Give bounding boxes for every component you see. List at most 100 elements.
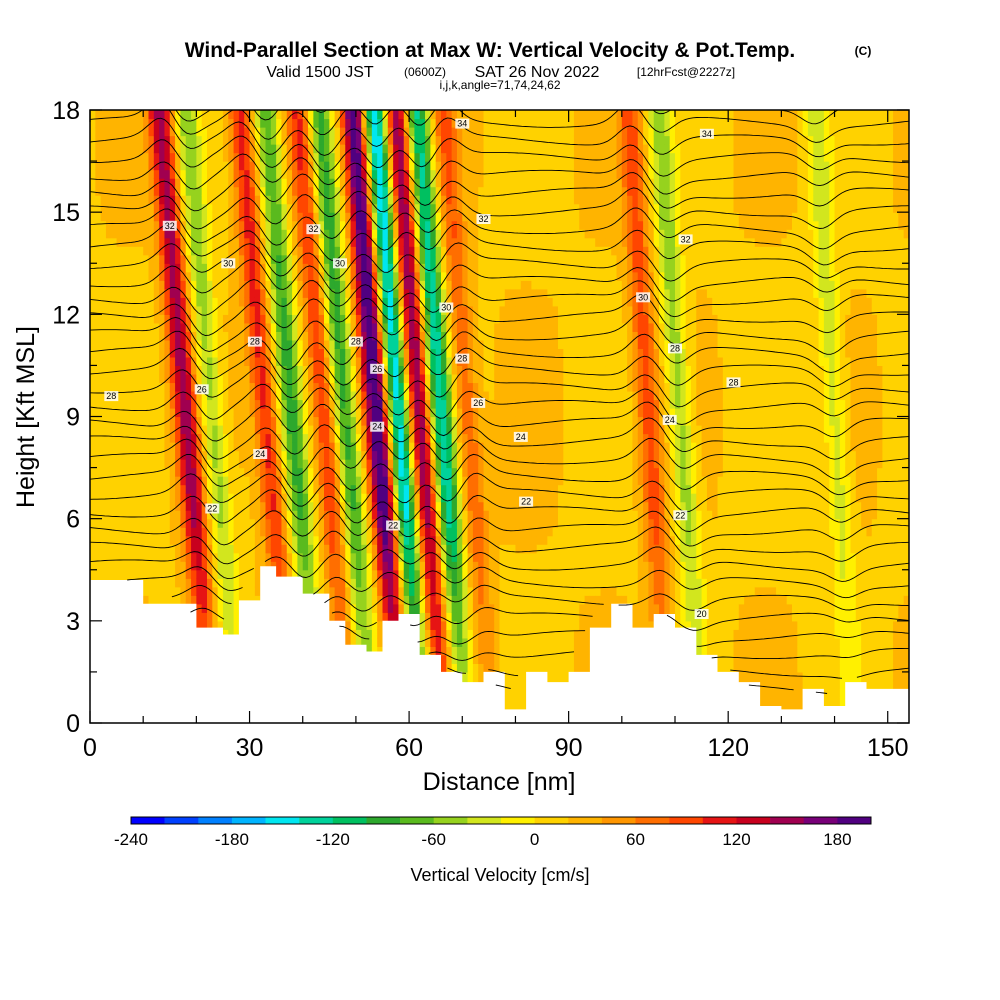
- heat-cell: [217, 620, 224, 630]
- heat-cell: [345, 288, 352, 298]
- heat-cell: [441, 144, 447, 154]
- heat-cell: [409, 459, 416, 469]
- heat-cell: [201, 169, 208, 179]
- heat-cell: [329, 578, 336, 588]
- heat-cell: [313, 518, 320, 528]
- heat-cell: [451, 297, 458, 307]
- heat-cell: [361, 331, 368, 341]
- heat-cell: [297, 135, 304, 145]
- heat-cell: [281, 433, 288, 443]
- heat-cell: [143, 518, 150, 528]
- heat-cell: [143, 212, 150, 222]
- heat-cell: [425, 569, 431, 579]
- heat-cell: [313, 288, 320, 298]
- heat-cell: [398, 322, 405, 332]
- heat-cell: [339, 118, 346, 128]
- heat-cell: [207, 348, 213, 358]
- heat-cell: [148, 493, 155, 503]
- heat-cell: [260, 382, 267, 392]
- heat-cell: [393, 561, 400, 571]
- heat-cell: [222, 450, 229, 460]
- heat-cell: [355, 203, 362, 213]
- heat-cell: [281, 510, 288, 520]
- heat-cell: [90, 263, 96, 273]
- heat-cell: [286, 416, 293, 426]
- heat-cell: [276, 305, 283, 315]
- heat-cell: [355, 212, 362, 222]
- heat-cell: [425, 237, 431, 247]
- heat-cell: [143, 161, 150, 171]
- heat-cell: [324, 476, 330, 486]
- heat-cell: [201, 578, 208, 588]
- heat-cell: [276, 407, 283, 418]
- heat-cell: [308, 288, 314, 298]
- heat-cell: [414, 365, 421, 375]
- heat-cell: [414, 561, 421, 571]
- heat-cell: [249, 237, 256, 247]
- heat-cell: [419, 603, 426, 613]
- heat-cell: [143, 169, 150, 179]
- heat-cell: [100, 535, 107, 545]
- heat-cell: [207, 254, 213, 264]
- heat-cell: [238, 195, 245, 205]
- heat-cell: [143, 339, 150, 349]
- heat-cell: [451, 288, 458, 298]
- heat-cell: [201, 220, 208, 230]
- heat-cell: [265, 161, 272, 171]
- heat-cell: [377, 399, 384, 409]
- heat-cell: [324, 339, 330, 349]
- heat-cell: [446, 484, 453, 494]
- heat-cell: [430, 331, 437, 341]
- heat-cell: [100, 390, 107, 401]
- heat-cell: [456, 646, 463, 656]
- heat-cell: [265, 339, 272, 349]
- heat-cell: [409, 450, 416, 460]
- heat-cell: [324, 229, 330, 239]
- heat-cell: [159, 271, 166, 281]
- heat-cell: [281, 416, 288, 426]
- heat-cell: [196, 237, 203, 247]
- heat-cell: [297, 365, 304, 375]
- heat-cell: [308, 305, 314, 315]
- heat-cell: [260, 280, 267, 290]
- heat-cell: [116, 382, 123, 392]
- heat-cell: [90, 271, 96, 281]
- heat-cell: [127, 442, 134, 452]
- heat-cell: [441, 552, 447, 562]
- heat-cell: [355, 288, 362, 298]
- heat-cell: [308, 578, 314, 588]
- heat-cell: [339, 195, 346, 205]
- heat-cell: [201, 484, 208, 494]
- heat-cell: [201, 612, 208, 622]
- heat-cell: [249, 578, 256, 588]
- heat-cell: [100, 144, 107, 154]
- heat-cell: [414, 578, 421, 588]
- heat-cell: [355, 110, 362, 120]
- heat-cell: [95, 271, 102, 281]
- heat-cell: [159, 425, 166, 435]
- heat-cell: [292, 322, 299, 332]
- heat-cell: [393, 127, 400, 137]
- heat-cell: [153, 578, 160, 588]
- heat-cell: [95, 382, 102, 392]
- heat-cell: [456, 544, 463, 554]
- heat-cell: [137, 322, 144, 332]
- heat-cell: [281, 399, 288, 409]
- heat-cell: [286, 442, 293, 452]
- heat-cell: [244, 569, 251, 579]
- heat-cell: [377, 586, 384, 596]
- heat-cell: [441, 237, 447, 247]
- heat-cell: [260, 169, 267, 179]
- heat-cell: [329, 501, 336, 511]
- heat-cell: [441, 535, 447, 545]
- heat-cell: [132, 178, 139, 188]
- heat-cell: [238, 476, 245, 486]
- heat-cell: [244, 425, 251, 435]
- heat-cell: [345, 382, 352, 392]
- heat-cell: [377, 373, 384, 384]
- heat-cell: [260, 501, 267, 511]
- heat-cell: [409, 110, 416, 120]
- heat-cell: [201, 399, 208, 409]
- heat-cell: [90, 476, 96, 486]
- heat-cell: [382, 493, 389, 503]
